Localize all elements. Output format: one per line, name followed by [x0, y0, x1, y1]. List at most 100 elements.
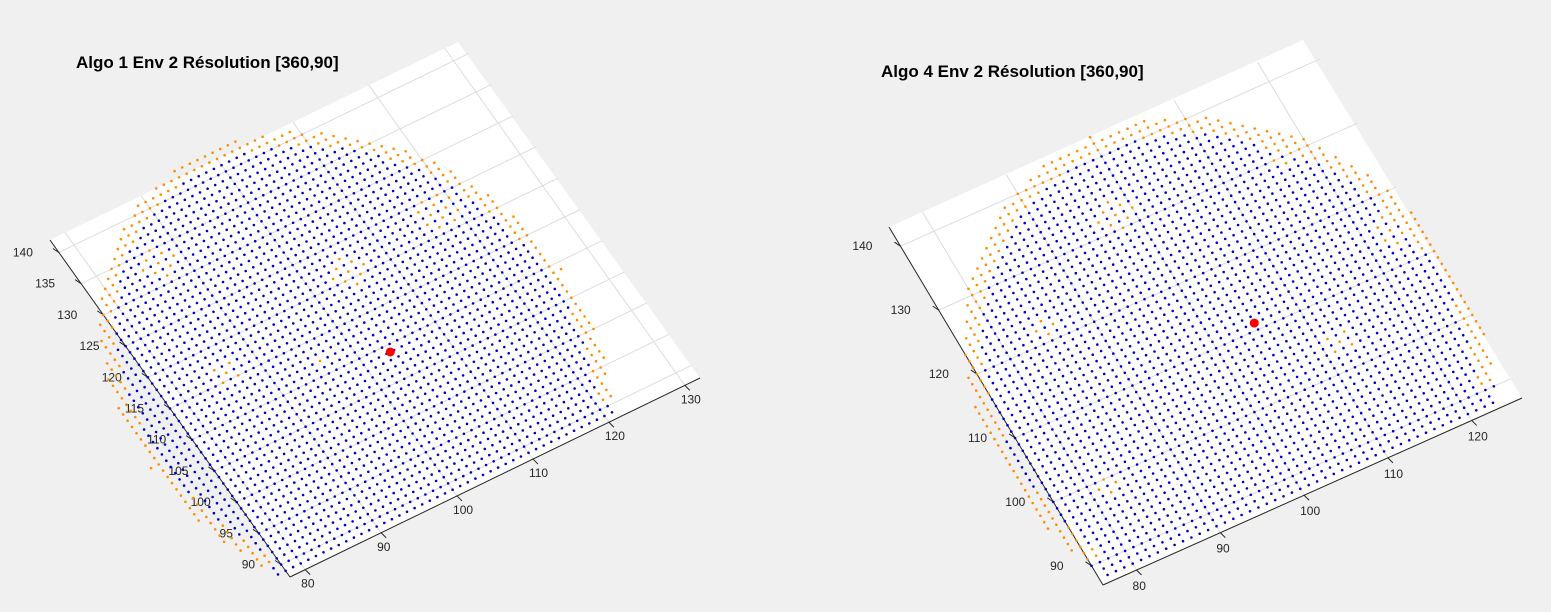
scatter-point [148, 349, 151, 353]
scatter-point [219, 306, 223, 310]
scatter-point-boundary [111, 283, 115, 287]
scatter-point [1252, 232, 1256, 236]
scatter-point [1146, 498, 1150, 502]
scatter-point [1138, 486, 1142, 489]
scatter-point [1253, 216, 1257, 219]
scatter-point [203, 255, 207, 259]
scatter-point [1100, 244, 1103, 247]
scatter-point [1110, 474, 1114, 478]
scatter-point [307, 415, 311, 419]
scatter-point [1455, 393, 1458, 397]
scatter-point-boundary [968, 360, 971, 363]
scatter-point [456, 309, 460, 313]
scatter-point [1073, 377, 1077, 381]
scatter-point [1093, 303, 1097, 307]
scatter-point [1399, 264, 1402, 268]
scatter-point [1343, 224, 1347, 228]
scatter-point [1061, 480, 1064, 483]
scatter-point [303, 165, 306, 169]
scatter-point [1459, 383, 1463, 387]
scatter-point [1143, 208, 1146, 212]
scatter-point [1056, 312, 1059, 316]
scatter-point-boundary [600, 382, 604, 385]
scatter-point [1161, 257, 1164, 261]
scatter-point [327, 170, 330, 174]
scatter-point [236, 214, 239, 218]
scatter-point-boundary [179, 494, 183, 497]
scatter-point [1162, 224, 1166, 227]
scatter-point [412, 490, 415, 494]
scatter-point [1234, 273, 1238, 276]
scatter-point [393, 306, 396, 310]
scatter-point [382, 320, 386, 323]
scatter-point [146, 275, 149, 278]
scatter-point-boundary [196, 158, 199, 162]
scatter-point [1349, 287, 1352, 290]
x-tick-mark [532, 458, 539, 465]
scatter-point [1110, 563, 1114, 566]
scatter-point [998, 411, 1002, 414]
scatter-point [1050, 355, 1053, 359]
scatter-point [1301, 348, 1304, 352]
scatter-point [1358, 250, 1362, 253]
scatter-point [480, 314, 484, 318]
scatter-point-boundary [570, 296, 573, 300]
scatter-point [129, 266, 133, 270]
scatter-point [1158, 501, 1162, 505]
scatter-point [370, 359, 373, 363]
scatter-point [1098, 188, 1102, 191]
scatter-point-boundary [144, 200, 147, 204]
scatter-point [1235, 256, 1238, 260]
scatter-point [220, 465, 224, 469]
scatter-point [1335, 228, 1338, 231]
scatter-point [242, 396, 246, 400]
scatter-point [266, 343, 269, 346]
scatter-point [1230, 266, 1234, 270]
scatter-point [1010, 324, 1014, 328]
scatter-point [1118, 398, 1121, 401]
scatter-point [164, 358, 168, 362]
scatter-point [1390, 373, 1393, 377]
scatter-point-boundary [258, 145, 261, 148]
scatter-point [1188, 391, 1191, 394]
scatter-point [1240, 408, 1244, 411]
scatter-point [306, 256, 310, 259]
scatter-point [190, 438, 194, 442]
scatter-point [350, 461, 354, 465]
scatter-point [491, 300, 495, 304]
scatter-point [994, 315, 998, 319]
scatter-point [231, 208, 235, 212]
scatter-point [1031, 323, 1034, 327]
scatter-point [221, 280, 225, 284]
scatter-point [143, 285, 146, 288]
scatter-point [366, 512, 370, 516]
scatter-point [238, 247, 242, 250]
scatter-point [1134, 407, 1137, 410]
scatter-point [236, 517, 240, 520]
scatter-point [367, 184, 371, 188]
scatter-point [1236, 329, 1239, 332]
scatter-point [1095, 270, 1098, 274]
right-plot[interactable]: Algo 4 Env 2 Résolution [360,90] 8090100… [852, 40, 1523, 593]
scatter-point-boundary [1220, 125, 1224, 129]
scatter-point [595, 418, 599, 422]
scatter-point [1346, 247, 1350, 251]
scatter-point-boundary [1338, 340, 1341, 344]
scatter-point-boundary [139, 438, 143, 441]
scatter-point [469, 269, 472, 273]
scatter-point [1328, 377, 1332, 380]
scatter-point [1060, 496, 1063, 500]
scatter-point [529, 425, 532, 429]
scatter-point [166, 433, 170, 436]
scatter-point [250, 493, 254, 497]
scatter-point [1129, 239, 1132, 242]
scatter-point [398, 371, 402, 374]
scatter-point [1261, 318, 1264, 321]
scatter-point [445, 222, 449, 225]
scatter-point-boundary [1191, 130, 1195, 134]
left-plot[interactable]: Algo 1 Env 2 Résolution [360,90] 8090100… [13, 42, 701, 591]
scatter-point [1403, 271, 1406, 274]
scatter-point [272, 323, 276, 326]
scatter-point [508, 267, 512, 271]
scatter-point [446, 381, 450, 385]
